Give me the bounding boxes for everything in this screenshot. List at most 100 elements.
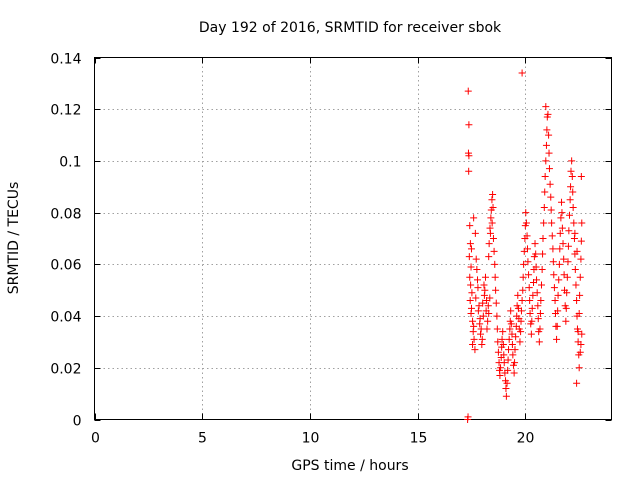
data-point <box>465 167 473 175</box>
data-point <box>564 258 572 266</box>
data-point <box>469 341 477 349</box>
data-point <box>563 289 571 297</box>
data-point <box>467 245 475 253</box>
y-tick-label: 0.04 <box>50 310 81 326</box>
data-point <box>553 335 561 343</box>
data-point <box>536 325 544 333</box>
data-point <box>473 266 481 274</box>
data-point <box>474 284 482 292</box>
data-point <box>514 291 522 299</box>
data-point <box>487 214 495 222</box>
data-point <box>489 235 497 242</box>
data-point <box>494 348 502 356</box>
data-point <box>568 157 576 165</box>
data-point <box>536 309 544 317</box>
data-point <box>556 245 564 253</box>
data-point <box>489 203 497 211</box>
data-point <box>467 263 475 271</box>
data-point <box>504 366 512 374</box>
data-point <box>522 209 530 217</box>
data-point <box>558 209 566 217</box>
data-point <box>576 348 584 356</box>
data-point <box>560 255 568 263</box>
data-point <box>472 255 480 263</box>
data-point <box>549 245 557 253</box>
data-point <box>490 247 498 255</box>
data-point <box>556 229 564 237</box>
data-point <box>528 317 536 325</box>
data-point <box>485 240 493 248</box>
data-point <box>472 294 480 302</box>
data-point <box>534 302 542 310</box>
tick-labels: 0 0.02 0.04 0.06 0.08 0.1 0.12 0.14 0 5 10 15 20 <box>50 52 534 447</box>
data-point <box>519 273 527 281</box>
data-point <box>468 289 476 297</box>
data-point <box>524 258 532 266</box>
data-point <box>477 330 485 338</box>
data-point <box>504 356 512 364</box>
data-point <box>469 328 477 336</box>
data-point <box>539 250 547 258</box>
data-point <box>542 103 550 111</box>
data-point <box>502 392 510 400</box>
data-point <box>571 266 579 274</box>
data-point <box>555 276 563 284</box>
data-point <box>507 320 515 328</box>
data-point <box>565 211 573 219</box>
data-point <box>539 235 547 242</box>
data-point <box>545 131 553 139</box>
data-point <box>466 273 474 281</box>
data-point <box>475 302 483 310</box>
data-point <box>466 297 474 305</box>
data-point <box>485 309 493 317</box>
data-point <box>527 330 535 338</box>
data-point <box>526 297 534 305</box>
data-point <box>517 328 525 336</box>
data-point <box>540 203 548 211</box>
data-point <box>523 245 531 253</box>
data-point <box>557 214 565 222</box>
x-tick-label: 10 <box>302 431 320 447</box>
data-point <box>545 165 553 173</box>
data-point <box>578 219 586 227</box>
data-point <box>474 276 482 284</box>
data-point <box>470 214 478 222</box>
data-point <box>576 291 584 299</box>
data-point <box>474 307 482 315</box>
data-point <box>571 229 579 237</box>
data-point <box>544 110 552 118</box>
data-point <box>568 172 576 180</box>
x-axis-label: GPS time / hours <box>291 458 408 474</box>
data-point <box>529 291 537 299</box>
data-point <box>492 286 500 294</box>
data-point <box>577 341 585 349</box>
data-point <box>499 341 507 349</box>
data-point <box>545 149 553 157</box>
data-point <box>510 369 518 377</box>
x-tick-label: 15 <box>410 431 428 447</box>
data-point <box>464 87 472 95</box>
data-point <box>543 126 551 134</box>
y-tick-label: 0.14 <box>50 52 81 68</box>
data-point <box>558 224 566 232</box>
data-point <box>505 335 513 343</box>
data-point <box>481 286 489 294</box>
data-point <box>503 379 511 387</box>
data-point <box>465 152 473 160</box>
data-point <box>564 242 572 250</box>
y-tick-label: 0.1 <box>59 155 81 171</box>
data-point <box>575 364 583 372</box>
data-point <box>576 273 584 281</box>
data-point <box>563 273 571 281</box>
data-point <box>519 286 527 294</box>
data-point <box>535 338 543 346</box>
x-tick-label: 5 <box>198 431 207 447</box>
data-point <box>496 372 504 380</box>
data-point <box>533 289 541 297</box>
data-point <box>537 297 545 305</box>
data-point <box>541 188 549 196</box>
data-point <box>531 240 539 248</box>
data-point <box>486 294 494 302</box>
x-tick-label: 20 <box>517 431 535 447</box>
y-tick-label: 0.12 <box>50 103 81 119</box>
